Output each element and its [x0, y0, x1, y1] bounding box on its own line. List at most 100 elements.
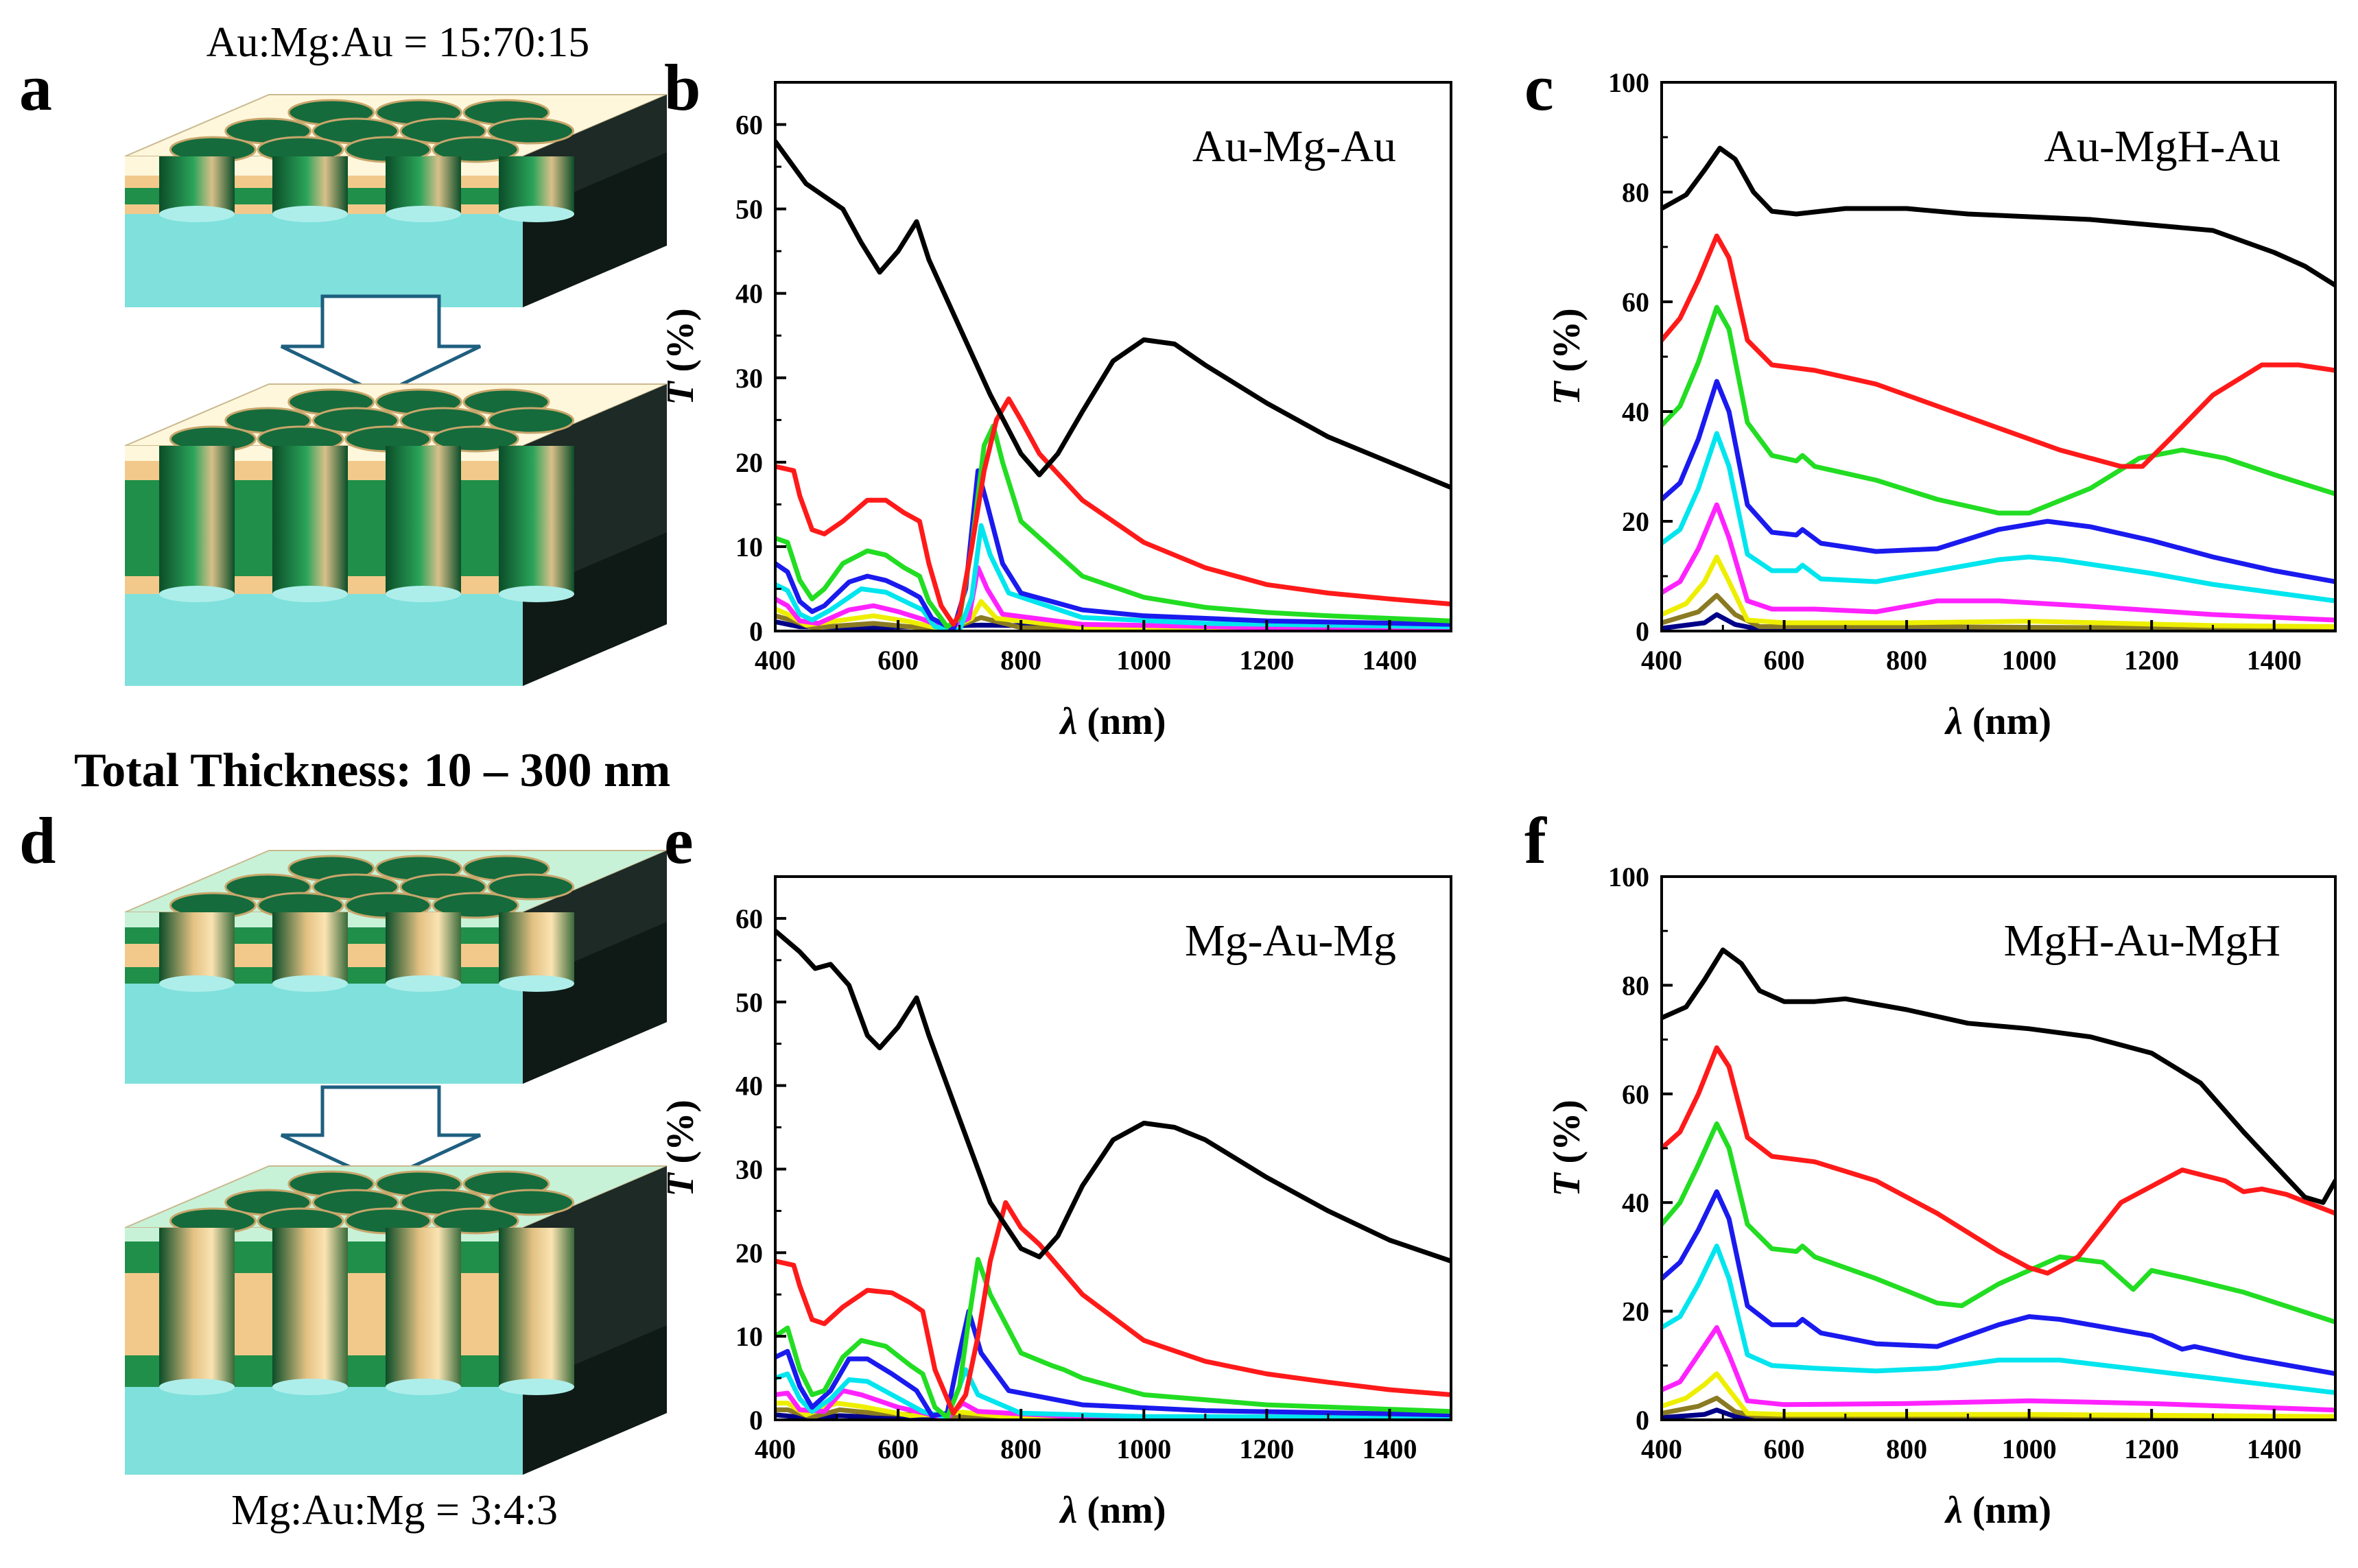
x-tick-label: 1400: [1362, 1434, 1417, 1464]
panel-letter-a: a: [19, 51, 52, 124]
y-tick-label: 20: [1622, 506, 1649, 537]
x-axis-label: λ (nm): [1059, 700, 1166, 743]
plot-frame: [774, 81, 1452, 632]
panel-letter-b: b: [664, 51, 700, 124]
y-tick-label: 10: [735, 532, 763, 562]
x-tick-label: 600: [877, 645, 919, 676]
y-tick-label: 80: [1622, 177, 1649, 208]
plot-frame: [774, 875, 1452, 1421]
x-tick-label: 1200: [2124, 645, 2179, 676]
y-tick-label: 100: [1608, 862, 1649, 892]
y-tick-label: 40: [735, 278, 763, 309]
y-axis-label: T (%): [659, 1100, 702, 1197]
y-tick-label: 10: [735, 1321, 763, 1352]
x-tick-label: 600: [1764, 645, 1805, 676]
series-line-100-nm: [775, 468, 1451, 631]
y-tick-label: 20: [735, 1237, 763, 1268]
y-tick-label: 40: [735, 1071, 763, 1102]
y-axis-label: T (%): [1546, 308, 1588, 405]
x-axis-label: λ (nm): [1944, 700, 2051, 743]
series-line-10-nm: [775, 139, 1451, 490]
nanohole-film-thin-mg-au-mg: [124, 850, 668, 1084]
schematics: a Au:Mg:Au = 15:70:15 Total Thickness: 1…: [19, 19, 670, 1534]
series-lines: [1662, 947, 2335, 1420]
chart-title: MgH-Au-MgH: [2004, 916, 2280, 966]
x-tick-label: 1400: [2247, 645, 2302, 676]
chart-panel-e: 400 600 800 1000 1200 1400 0 10 20 30 40 50 60 Mg-Au-…: [659, 875, 1452, 1532]
x-tick-label: 1200: [1239, 1434, 1294, 1464]
y-tick-label: 30: [735, 1154, 763, 1185]
series-line-130-nm: [775, 523, 1451, 631]
x-tick-label: 800: [1000, 1434, 1041, 1464]
x-tick-label: 1000: [1116, 645, 1171, 676]
x-tick-label: 400: [755, 1434, 796, 1464]
series-line-130-nm: [1662, 1244, 2335, 1395]
series-lines: [775, 139, 1451, 631]
y-tick-label: 0: [749, 616, 763, 647]
panel-letter-c: c: [1524, 51, 1554, 124]
series-line-100-nm: [1662, 379, 2335, 584]
chart-title: Au-MgH-Au: [2044, 121, 2280, 171]
series-line-70-nm: [1662, 1121, 2335, 1325]
series-line-160-nm: [1662, 1325, 2335, 1413]
panel-letter-d: d: [19, 804, 56, 877]
chart-title: Au-Mg-Au: [1192, 121, 1396, 171]
x-tick-label: 400: [1641, 645, 1682, 676]
bottom-ratio-label: Mg:Au:Mg = 3:4:3: [231, 1487, 558, 1534]
y-tick-label: 60: [1622, 287, 1649, 318]
nanohole-film-thick-au-mg-au: [124, 383, 668, 686]
y-tick-label: 0: [1636, 616, 1649, 647]
x-tick-label: 1000: [1116, 1434, 1171, 1464]
y-tick-label: 50: [735, 194, 763, 225]
y-tick-label: 0: [1636, 1405, 1649, 1436]
down-arrow-icon: [280, 294, 482, 396]
top-ratio-label: Au:Mg:Au = 15:70:15: [207, 19, 590, 66]
series-line-160-nm: [1662, 502, 2335, 623]
x-tick-label: 400: [1641, 1434, 1682, 1464]
x-tick-label: 1000: [2002, 1434, 2057, 1464]
y-tick-label: 60: [1622, 1079, 1649, 1110]
x-tick-label: 1400: [2247, 1434, 2302, 1464]
series-line-10-nm: [1662, 947, 2335, 1205]
series-line-190-nm: [1662, 554, 2335, 630]
y-tick-label: 30: [735, 363, 763, 394]
y-tick-label: 20: [1622, 1296, 1649, 1327]
y-tick-label: 20: [735, 447, 763, 478]
nanohole-film-thick-mg-au-mg: [124, 1165, 668, 1475]
panel-letter-e: e: [664, 804, 694, 877]
x-tick-label: 1000: [2002, 645, 2057, 676]
x-axis-label: λ (nm): [1059, 1489, 1166, 1532]
x-tick-label: 800: [1886, 645, 1927, 676]
series-line-10-nm: [1662, 145, 2335, 288]
x-tick-label: 400: [755, 645, 796, 676]
series-line-190-nm: [1662, 1371, 2335, 1419]
x-tick-label: 1200: [1239, 645, 1294, 676]
series-line-40-nm: [1662, 1045, 2335, 1276]
x-tick-label: 1400: [1362, 645, 1417, 676]
y-tick-label: 60: [735, 903, 763, 934]
y-tick-label: 40: [1622, 1187, 1649, 1218]
nanohole-film-thin-au-mg-au: [124, 94, 668, 307]
panel-letter-f: f: [1524, 804, 1547, 877]
series-line-70-nm: [775, 1257, 1451, 1420]
y-tick-label: 40: [1622, 396, 1649, 427]
series-line-40-nm: [1662, 233, 2335, 469]
down-arrow-icon: [280, 1085, 482, 1183]
series-line-100-nm: [1662, 1189, 2335, 1377]
total-thickness-label: Total Thickness: 10 – 300 nm: [74, 744, 670, 797]
series-lines: [775, 928, 1451, 1420]
x-tick-label: 800: [1886, 1434, 1927, 1464]
series-line-40-nm: [775, 1200, 1451, 1416]
series-line-100-nm: [775, 1309, 1451, 1418]
series-line-40-nm: [775, 396, 1451, 627]
series-line-160-nm: [775, 1388, 1451, 1420]
y-axis-label: T (%): [1546, 1100, 1588, 1197]
series-line-130-nm: [775, 1367, 1451, 1420]
y-axis-label: T (%): [659, 308, 702, 405]
x-tick-label: 1200: [2124, 1434, 2179, 1464]
x-axis-label: λ (nm): [1944, 1489, 2051, 1532]
chart-panel-b: 400 600 800 1000 1200 1400 0 10 20 30 40 50 60 Au-Mg-…: [659, 81, 1452, 743]
series-line-70-nm: [1662, 305, 2335, 516]
x-tick-label: 600: [877, 1434, 919, 1464]
